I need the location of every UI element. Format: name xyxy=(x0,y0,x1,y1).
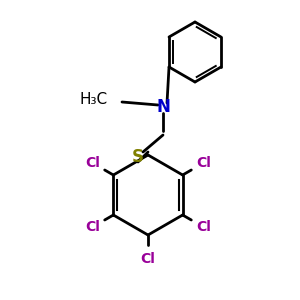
Text: Cl: Cl xyxy=(141,252,155,266)
Text: N: N xyxy=(156,98,170,116)
Text: Cl: Cl xyxy=(196,220,211,234)
Text: Cl: Cl xyxy=(85,220,100,234)
Text: Cl: Cl xyxy=(196,156,211,170)
Text: S: S xyxy=(132,148,144,166)
Text: H₃C: H₃C xyxy=(80,92,108,106)
Text: Cl: Cl xyxy=(85,156,100,170)
